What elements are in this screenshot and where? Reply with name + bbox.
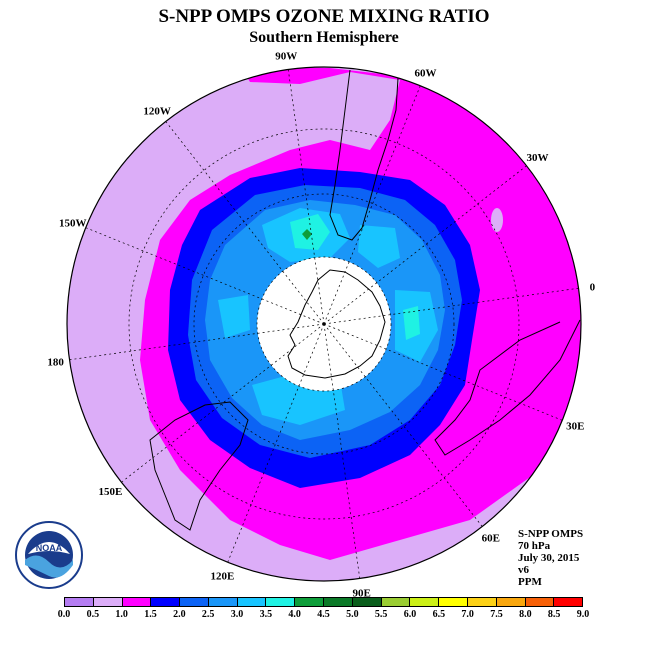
australia-coastline	[149, 401, 249, 531]
color-scale-tick-label: 3.5	[259, 609, 273, 620]
noaa-logo: NOAA	[15, 521, 83, 589]
south-america-coastline	[329, 69, 399, 241]
contour-0.5-1.0-blob	[491, 208, 503, 232]
color-scale-tick-label: 2.5	[201, 609, 215, 620]
longitude-label: 120E	[211, 570, 235, 582]
color-scale-tick-label: 8.5	[547, 609, 561, 620]
antarctica-coastline	[287, 269, 386, 379]
map-subtitle: Southern Hemisphere	[249, 29, 399, 46]
longitude-labels: 90W 60W 30W 0 30E 60E 90E 120E 150E 180 150W 120W	[47, 51, 595, 600]
info-units: PPM	[518, 576, 542, 588]
color-scale-tick-label: 1.0	[115, 609, 128, 620]
latitude-circle	[193, 193, 455, 455]
color-scale-tick-label: 3.0	[230, 609, 244, 620]
contour-3.5-4.0-b	[403, 306, 420, 340]
color-scale-tick-label: 9.0	[576, 609, 590, 620]
color-scale-bar	[64, 597, 583, 607]
longitude-label: 90W	[275, 51, 297, 63]
color-scale-segment	[295, 598, 325, 606]
longitude-label: 120W	[143, 105, 171, 117]
map-boundary	[66, 66, 582, 582]
color-scale-segment	[266, 598, 296, 606]
color-scale-segment	[410, 598, 440, 606]
latitude-circle	[256, 256, 392, 392]
color-scale-tick-label: 4.0	[288, 609, 301, 620]
color-scale-segment	[554, 598, 583, 606]
color-scale-segment	[352, 598, 382, 606]
map-title: S-NPP OMPS OZONE MIXING RATIO	[158, 6, 490, 27]
color-scale-segment	[525, 598, 555, 606]
longitude-label: 180	[47, 357, 64, 369]
color-scale-tick-label: 8.0	[519, 609, 532, 620]
color-scale-segment	[381, 598, 411, 606]
info-date: July 30, 2015	[518, 552, 580, 564]
contour-3.0-3.5-e	[218, 295, 250, 338]
longitude-label: 150E	[99, 486, 123, 498]
color-scale-segment	[237, 598, 267, 606]
color-scale-segment	[324, 598, 353, 606]
color-scale-tick-label: 7.5	[490, 609, 503, 620]
longitude-label: 60W	[415, 68, 437, 80]
color-scale-segment	[496, 598, 526, 606]
longitude-label: 150W	[59, 217, 87, 229]
color-scale-tick-label: 4.5	[317, 609, 330, 620]
longitude-label: 30W	[527, 152, 549, 164]
color-scale-segment	[208, 598, 238, 606]
color-scale-tick-label: 2.0	[173, 609, 186, 620]
color-scale-segment	[93, 598, 123, 606]
africa-coastline	[434, 319, 581, 456]
color-scale-segment	[180, 598, 209, 606]
color-scale-ticks: 0.0 0.5 1.0 1.5 2.0 2.5 3.0 3.5 4.0 4.5 5.0 5.5 6.0 6…	[58, 609, 590, 623]
graticule	[69, 69, 579, 579]
info-instrument: S-NPP OMPS	[518, 528, 584, 540]
longitude-label: 90E	[353, 587, 371, 599]
info-pressure: 70 hPa	[518, 540, 551, 552]
latitude-circle	[128, 128, 520, 520]
color-scale-tick-label: 0.5	[86, 609, 100, 620]
color-scale-segment	[122, 598, 152, 606]
color-scale-segment	[151, 598, 181, 606]
color-scale-tick-label: 6.5	[432, 609, 446, 620]
contour-4.0-4.5-max	[302, 229, 312, 240]
color-scale-tick-label: 0.0	[57, 609, 71, 620]
svg-text:NOAA: NOAA	[36, 543, 63, 553]
color-scale-tick-label: 7.0	[461, 609, 474, 620]
color-scale-tick-label: 5.5	[374, 609, 388, 620]
longitude-label: 0	[590, 281, 596, 293]
color-scale-segment	[65, 598, 94, 606]
color-scale-segment	[439, 598, 468, 606]
longitude-label: 60E	[482, 533, 500, 545]
longitude-label: 30E	[566, 421, 584, 433]
info-version: v6	[518, 564, 529, 576]
color-scale-tick-label: 1.5	[144, 609, 157, 620]
contour-3.0-3.5-b	[358, 225, 400, 268]
color-scale-tick-label: 5.0	[346, 609, 359, 620]
color-scale-segment	[467, 598, 497, 606]
color-scale-tick-label: 6.0	[403, 609, 417, 620]
